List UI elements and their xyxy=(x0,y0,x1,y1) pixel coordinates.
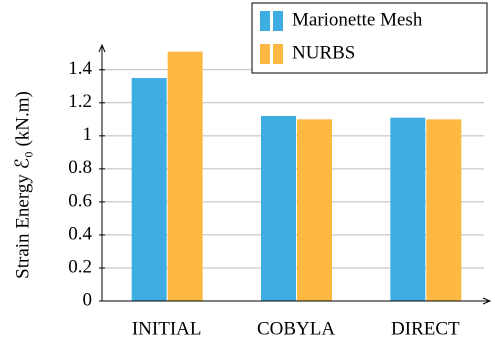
y-tick-label: 0.4 xyxy=(68,223,92,244)
y-axis-arrow xyxy=(98,43,106,53)
y-tick-label: 0 xyxy=(83,289,93,310)
legend-swatch xyxy=(273,11,283,31)
x-tick-label: COBYLA xyxy=(257,318,335,339)
y-tick-label: 0.8 xyxy=(68,157,92,178)
y-tick-label: 1 xyxy=(83,124,93,145)
legend-swatch xyxy=(260,11,270,31)
y-axis-label: Strain Energy ℰ₀ (kN.m) xyxy=(12,91,33,279)
bar xyxy=(167,51,203,302)
x-axis-arrow xyxy=(482,297,492,305)
bar xyxy=(297,119,332,302)
legend-box xyxy=(251,2,488,74)
bar xyxy=(390,117,426,302)
legend-label: NURBS xyxy=(292,42,355,63)
bar xyxy=(426,119,462,302)
legend-label: Marionette Mesh xyxy=(292,9,423,30)
y-tick-label: 1.4 xyxy=(68,58,92,79)
x-tick-label: INITIAL xyxy=(132,318,202,339)
y-tick-label: 0.2 xyxy=(68,256,92,277)
y-tick-label: 0.6 xyxy=(68,190,92,211)
bar xyxy=(131,78,167,301)
legend-swatch xyxy=(260,44,270,64)
bar xyxy=(261,116,296,302)
y-tick-label: 1.2 xyxy=(68,91,92,112)
x-tick-label: DIRECT xyxy=(391,318,460,339)
legend-swatch xyxy=(273,44,283,64)
